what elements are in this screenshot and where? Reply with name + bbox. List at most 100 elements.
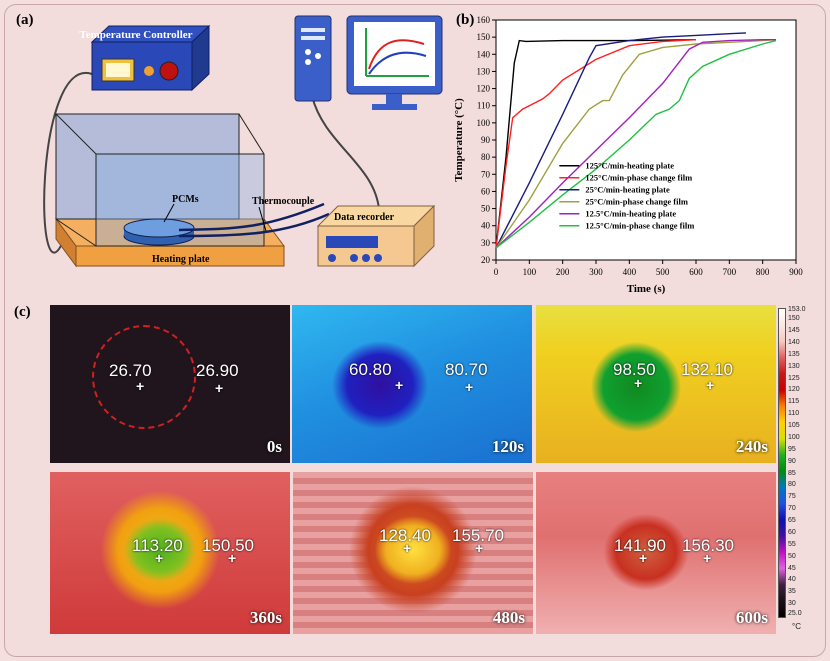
colorbar-tick-label: 30 xyxy=(788,600,796,608)
legend-entry-3: 25°C/min-heating plate xyxy=(585,185,670,195)
time-label: 360s xyxy=(249,608,282,627)
y-tick-label: 150 xyxy=(477,32,491,42)
thermocouple-wire-2 xyxy=(178,212,330,238)
temp-readout-left: 98.50 xyxy=(613,360,656,379)
thermal-image-480s: 128.40 + 155.70 + 480s xyxy=(293,472,533,634)
y-tick-label: 100 xyxy=(477,118,491,128)
panel-label-c: (c) xyxy=(14,304,31,320)
x-tick-label: 700 xyxy=(723,267,737,277)
legend-entry-4: 25°C/min-phase change film xyxy=(585,197,688,207)
time-label: 480s xyxy=(492,608,525,627)
measure-point-right: + xyxy=(465,379,474,395)
y-tick-label: 120 xyxy=(477,84,491,94)
label-pcms: PCMs xyxy=(172,194,199,205)
temp-readout-right: 155.70 xyxy=(452,526,504,545)
pcm-sample-top xyxy=(123,218,195,238)
controller-knob xyxy=(159,61,179,81)
thermal-image-0s: 26.70 + 26.90 + 0s xyxy=(50,305,290,463)
thermal-image-120s: 60.80 + 80.70 + 120s xyxy=(292,305,532,463)
colorbar-tick-label: 40 xyxy=(788,576,796,584)
y-tick-label: 140 xyxy=(477,49,491,59)
colorbar-tick-label: 70 xyxy=(788,505,796,513)
colorbar-unit: °C xyxy=(792,622,801,631)
measure-point-left: + xyxy=(639,550,648,566)
colorbar-tick-label: 120 xyxy=(788,386,800,394)
thermal-image-360s: 113.20 + 150.50 + 360s xyxy=(50,472,290,634)
thermocouple-wire-1 xyxy=(178,202,325,232)
x-tick-label: 300 xyxy=(589,267,603,277)
colorbar-tick-label: 110 xyxy=(788,410,800,418)
heating-plate-side xyxy=(55,217,77,268)
x-tick-label: 800 xyxy=(756,267,770,277)
y-tick-label: 160 xyxy=(477,15,491,25)
x-tick-label: 600 xyxy=(689,267,703,277)
measure-point-right: + xyxy=(228,550,237,566)
temperature-controller-device xyxy=(90,24,211,92)
y-tick-label: 60 xyxy=(481,186,491,196)
measure-point-left: + xyxy=(155,550,164,566)
colorbar-tick-label: 135 xyxy=(788,350,800,358)
measure-point-left: + xyxy=(395,377,404,393)
x-tick-label: 100 xyxy=(523,267,537,277)
colorbar-tick-label: 85 xyxy=(788,469,796,477)
thermal-image-240s: 98.50 + 132.10 + 240s xyxy=(536,305,776,463)
measure-point-left: + xyxy=(136,378,145,394)
y-axis-label: Temperature (°C) xyxy=(453,98,465,182)
label-data-recorder: Data recorder xyxy=(334,212,395,223)
y-tick-label: 130 xyxy=(477,66,491,76)
computer-monitor xyxy=(346,15,443,110)
panel-label-a: (a) xyxy=(16,12,34,28)
enclosure-back xyxy=(55,113,240,220)
temp-readout-right: 26.90 xyxy=(196,361,239,380)
colorbar-tick-label: 45 xyxy=(788,564,796,572)
temp-readout-left: 141.90 xyxy=(614,536,666,555)
measure-point-right: + xyxy=(703,550,712,566)
colorbar-tick-label: 150 xyxy=(788,315,800,323)
temp-readout-right: 156.30 xyxy=(682,536,734,555)
temp-readout-left: 113.20 xyxy=(132,536,183,555)
colorbar-bottom-label: 25.0 xyxy=(788,610,802,617)
series-line-5 xyxy=(495,39,776,249)
y-tick-label: 110 xyxy=(477,101,491,111)
plot-area xyxy=(495,19,797,261)
y-tick-label: 50 xyxy=(481,204,491,214)
series-line-1 xyxy=(495,39,697,249)
legend-entry-5: 12.5°C/min-heating plate xyxy=(585,209,676,219)
series-line-4 xyxy=(495,39,777,249)
x-tick-label: 0 xyxy=(494,267,499,277)
temp-readout-right: 132.10 xyxy=(681,360,733,379)
x-tick-label: 200 xyxy=(556,267,570,277)
x-axis-label: Time (s) xyxy=(627,283,666,295)
temperature-time-chart: 0 100 200 300 400 500 600 700 800 900 20 30 40 50 60 70… xyxy=(453,15,803,295)
legend-entry-2: 125°C/min-phase change film xyxy=(585,173,692,183)
colorbar-tick-label: 50 xyxy=(788,552,796,560)
colorbar-tick-label: 75 xyxy=(788,493,796,501)
y-tick-label: 20 xyxy=(481,255,491,265)
colorbar-labels: 153.0 25.0 °C 150 145 140 135 130 125 120 115 11… xyxy=(788,306,824,636)
y-tick-label: 30 xyxy=(481,238,491,248)
computer-tower xyxy=(294,15,332,102)
monitor-cable xyxy=(311,95,380,210)
legend-entry-6: 12.5°C/min-phase change film xyxy=(585,221,694,231)
label-temperature-controller: Temperature Controller xyxy=(79,29,192,41)
time-label: 120s xyxy=(491,437,524,456)
panel-label-b: (b) xyxy=(456,12,475,28)
sample-outline xyxy=(92,325,196,429)
colorbar-tick-label: 80 xyxy=(788,481,796,489)
temp-readout-left: 26.70 xyxy=(109,361,152,380)
label-thermocouple: Thermocouple xyxy=(252,196,315,207)
colorbar-tick-label: 100 xyxy=(788,433,800,441)
y-tick-label: 80 xyxy=(481,152,491,162)
time-label: 600s xyxy=(735,608,768,627)
colorbar-top-label: 153.0 xyxy=(788,306,806,313)
colorbar-tick-label: 95 xyxy=(788,445,796,453)
x-tick-label: 500 xyxy=(656,267,670,277)
colorbar-tick-label: 130 xyxy=(788,362,800,370)
colorbar-tick-label: 140 xyxy=(788,338,800,346)
measure-point-right: + xyxy=(475,540,484,556)
colorbar-tick-label: 105 xyxy=(788,422,800,429)
temp-readout-left: 128.40 xyxy=(379,526,431,545)
colorbar-tick-label: 35 xyxy=(788,588,796,596)
colorbar-tick-label: 90 xyxy=(788,457,796,465)
colorbar-tick-label: 55 xyxy=(788,540,796,548)
